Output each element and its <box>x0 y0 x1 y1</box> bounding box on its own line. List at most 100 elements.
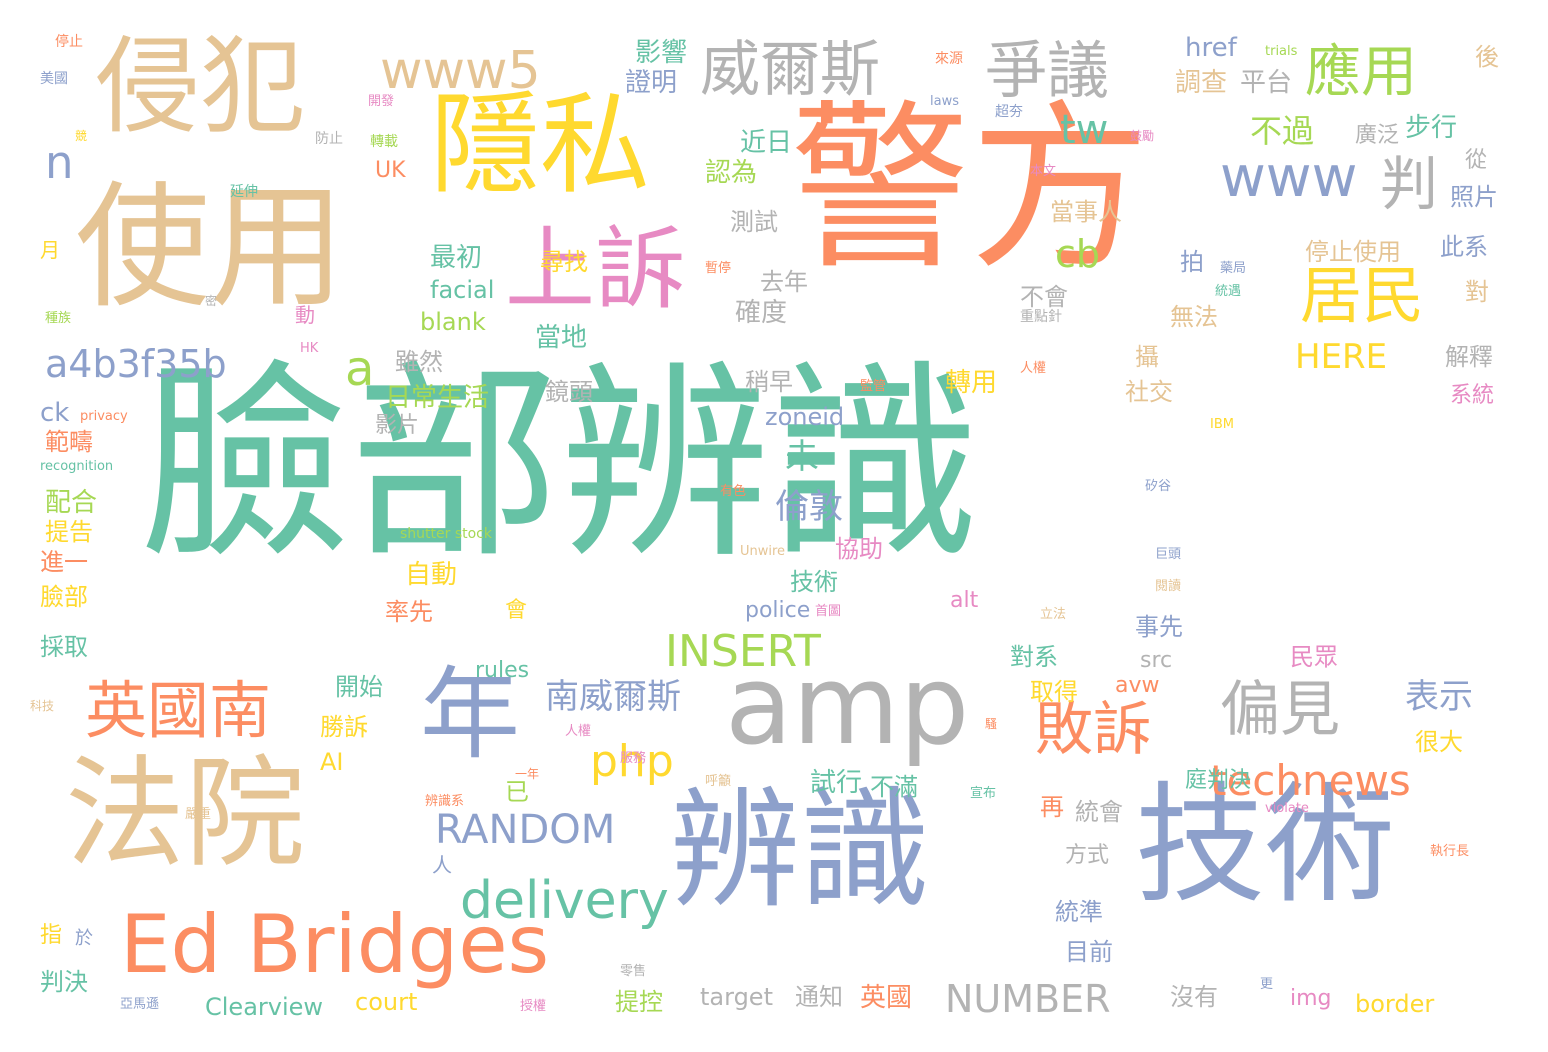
cloud-word: n <box>45 136 74 189</box>
cloud-word: amp <box>725 641 970 769</box>
cloud-word: ck <box>40 398 70 428</box>
cloud-word: 應用 <box>1305 40 1417 105</box>
cloud-word: 統準 <box>1055 898 1103 926</box>
cloud-word: recognition <box>40 459 114 474</box>
cloud-word: 統遇 <box>1215 284 1242 299</box>
cloud-word: 人權 <box>565 724 592 739</box>
cloud-word: 嚴重 <box>185 807 212 822</box>
cloud-word: NUMBER <box>945 977 1111 1021</box>
cloud-word: 勝訴 <box>320 713 368 741</box>
cloud-word: 不過 <box>1250 112 1315 150</box>
cloud-word: 年 <box>420 656 520 773</box>
cloud-word: 監管 <box>860 379 887 394</box>
cloud-word: 自動 <box>405 560 458 590</box>
cloud-word: 沒有 <box>1170 983 1218 1011</box>
cloud-word: 英國南 <box>85 674 272 747</box>
cloud-word: 轉載 <box>370 134 398 150</box>
cloud-word: 判決 <box>40 968 88 996</box>
cloud-word: blank <box>420 308 486 336</box>
cloud-word: 首圖 <box>815 604 842 619</box>
cloud-word: 暫停 <box>705 261 732 276</box>
cloud-word: 照片 <box>1450 183 1498 211</box>
cloud-word: 法院 <box>65 745 305 884</box>
cloud-word: 英國 <box>860 983 913 1013</box>
cloud-word: 執行長 <box>1430 844 1470 859</box>
cloud-word: 指 <box>40 923 63 948</box>
cloud-word: 立法 <box>1040 607 1067 622</box>
cloud-word: 停止 <box>55 34 83 50</box>
cloud-word: 當地 <box>535 323 588 353</box>
cloud-word: 調查 <box>1175 68 1228 98</box>
cloud-word: 臉部 <box>40 583 88 611</box>
cloud-word: 拍 <box>1180 248 1204 276</box>
cloud-word: trials <box>1265 44 1298 59</box>
cloud-word: 倫敦 <box>775 487 843 527</box>
cloud-word: 更 <box>1260 977 1274 992</box>
cloud-word: 開發 <box>368 94 395 109</box>
cloud-word: 於 <box>75 928 93 949</box>
cloud-word: 種族 <box>45 311 72 326</box>
cloud-word: www <box>1220 145 1358 210</box>
cloud-word: 平台 <box>1240 68 1293 98</box>
cloud-word: 取得 <box>1030 678 1078 706</box>
cloud-word: 已 <box>505 778 529 806</box>
cloud-word: 藥局 <box>1220 261 1247 276</box>
cloud-word: 鏡頭 <box>545 378 593 406</box>
cloud-word: AI <box>320 748 344 776</box>
cloud-word: 最初 <box>430 243 483 273</box>
cloud-word: 測試 <box>730 208 778 236</box>
cloud-word: 庭判決 <box>1185 768 1252 793</box>
cloud-word: 零售 <box>620 964 647 979</box>
cloud-word: Unwire <box>740 544 786 559</box>
cloud-word: 目前 <box>1065 938 1113 966</box>
cloud-word: privacy <box>80 409 128 424</box>
cloud-word: php <box>590 736 674 787</box>
cloud-word: 社交 <box>1125 378 1173 406</box>
cloud-word: 矽谷 <box>1145 479 1172 494</box>
cloud-word: 開始 <box>335 673 383 701</box>
cloud-word: 提控 <box>615 988 663 1016</box>
cloud-word: avw <box>1115 673 1160 698</box>
cloud-word: 威爾斯 <box>700 35 880 105</box>
cloud-word: delivery <box>460 871 669 931</box>
cloud-word: 再 <box>1040 793 1064 821</box>
cloud-word: zoneid <box>765 403 845 431</box>
cloud-word: 影響 <box>635 38 688 68</box>
cloud-word: 證明 <box>625 68 678 98</box>
cloud-word: 提告 <box>45 518 93 546</box>
cloud-word: 不滿 <box>870 773 918 801</box>
cloud-word: 協助 <box>835 535 883 563</box>
cloud-word: 技術 <box>790 568 838 596</box>
cloud-word: 侵犯 <box>95 26 306 148</box>
cloud-word: 進一 <box>40 548 88 576</box>
cloud-word: 敗訴 <box>1035 695 1152 763</box>
cloud-word: 有色 <box>720 484 747 499</box>
cloud-word: 重點針 <box>1020 309 1062 325</box>
cloud-word: INSERT <box>665 626 821 677</box>
cloud-word: 去年 <box>760 268 808 296</box>
cloud-word: 隱私 <box>430 81 650 209</box>
cloud-word: 試行 <box>810 768 863 798</box>
cloud-word: 南威爾斯 <box>545 677 681 717</box>
cloud-word: shutter stock <box>400 526 492 542</box>
cloud-word: 居民 <box>1300 259 1425 332</box>
cloud-word: 範疇 <box>45 428 93 456</box>
cloud-word: 對 <box>1465 278 1489 306</box>
cloud-word: 後 <box>1475 43 1499 71</box>
cloud-word: 爭議 <box>985 34 1110 107</box>
cloud-word: 近日 <box>740 128 793 158</box>
cloud-word: 廣泛 <box>1355 123 1400 148</box>
cloud-word: 騷 <box>985 717 998 731</box>
cloud-word: 臉部辨識 <box>140 342 981 587</box>
cloud-word: 密 <box>205 294 218 308</box>
cloud-word: 技術 <box>1135 769 1396 921</box>
cloud-word: 閱讀 <box>1155 579 1182 594</box>
cloud-word: 延伸 <box>230 184 258 200</box>
cloud-word: alt <box>950 588 979 613</box>
cloud-word: 授權 <box>520 999 547 1014</box>
cloud-word: 步行 <box>1405 113 1458 143</box>
cloud-word: 配合 <box>45 488 98 518</box>
cloud-word: 月 <box>40 238 60 262</box>
cloud-word: 判 <box>1380 150 1439 218</box>
